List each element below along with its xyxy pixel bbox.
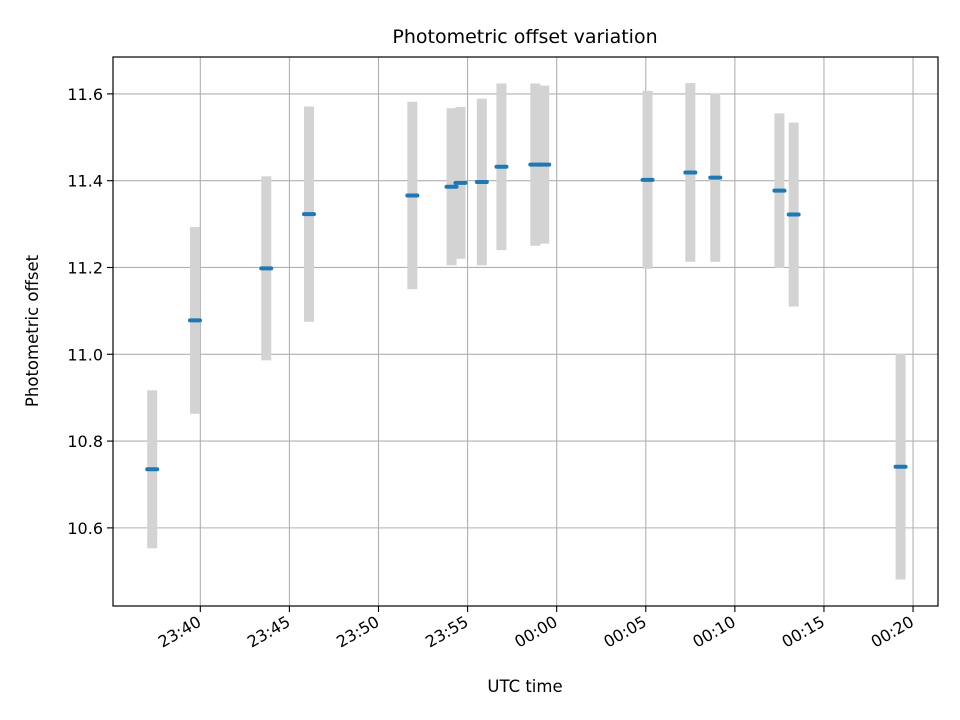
y-tick-label: 10.8 xyxy=(67,432,103,451)
y-tick-label: 11.6 xyxy=(67,85,103,104)
y-tick-label: 11.2 xyxy=(67,258,103,277)
plot-area-background xyxy=(113,57,938,606)
y-gridlines xyxy=(113,93,938,529)
y-tick-label: 11.0 xyxy=(67,345,103,364)
data-points xyxy=(145,162,908,472)
x-axis-label: UTC time xyxy=(487,677,562,696)
y-tick-label: 10.6 xyxy=(67,519,103,538)
plot-frame xyxy=(112,56,939,607)
chart-title: Photometric offset variation xyxy=(392,26,657,48)
y-axis-label: Photometric offset xyxy=(23,254,42,407)
y-axis-ticks: 10.6 10.8 11.0 11.2 11.4 11.6 xyxy=(67,85,113,538)
x-gridlines xyxy=(199,57,914,606)
y-tick-label: 11.4 xyxy=(67,172,103,191)
